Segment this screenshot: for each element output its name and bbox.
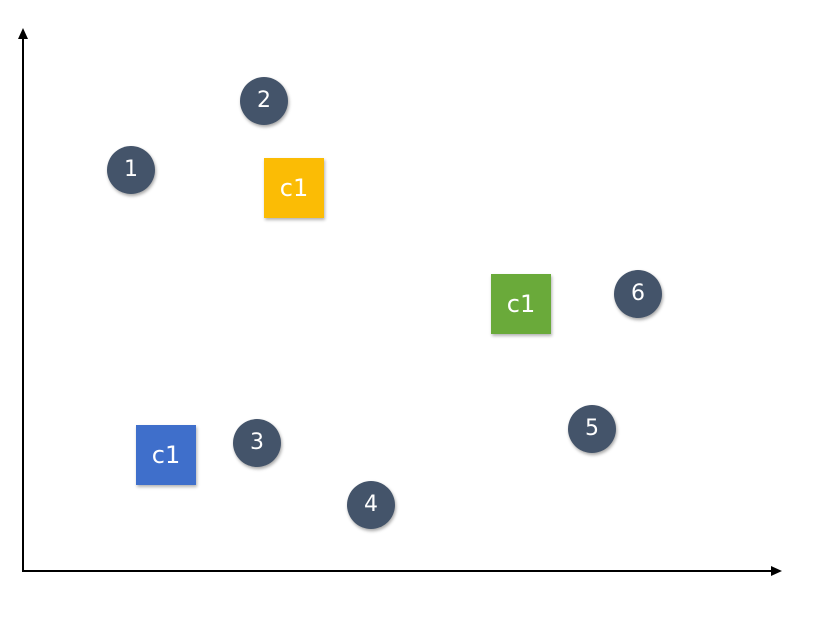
centroid-blue: c1 [136,425,196,485]
x-axis-arrow-icon [771,566,782,576]
centroid-green: c1 [491,274,551,334]
y-axis-arrow-icon [18,28,28,39]
centroid-yellow: c1 [264,158,324,218]
x-axis [22,570,772,572]
data-point-1: 1 [107,146,155,194]
data-point-5: 5 [568,405,616,453]
data-point-3: 3 [233,419,281,467]
data-point-6: 6 [614,270,662,318]
data-point-2: 2 [240,77,288,125]
data-point-4: 4 [347,481,395,529]
y-axis [22,38,24,572]
